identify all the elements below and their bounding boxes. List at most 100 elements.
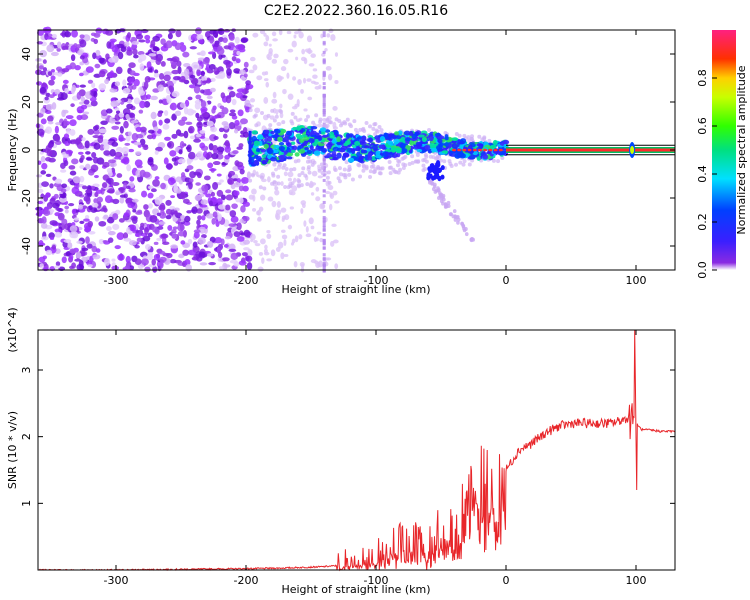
- spectrogram-cell: [322, 113, 326, 117]
- spectrogram-cell: [147, 129, 155, 134]
- spectrogram-cell: [47, 115, 54, 122]
- spectrogram-cell: [44, 96, 49, 101]
- spectrogram-cell: [342, 120, 347, 125]
- spectrogram-cell: [184, 215, 191, 223]
- spectrogram-cell: [368, 137, 374, 143]
- spectrogram-cell: [114, 245, 121, 250]
- spectrogram-cell: [69, 248, 77, 254]
- spectrogram-cell: [35, 81, 43, 86]
- spectrogram-cell: [383, 132, 388, 139]
- spectrogram-cell: [326, 170, 331, 175]
- spectrogram-cell: [332, 190, 338, 196]
- spectrogram-cell: [308, 217, 314, 225]
- spectrogram-cell: [361, 163, 366, 168]
- spectrogram-cell: [395, 163, 400, 168]
- spectrogram-cell: [245, 255, 253, 262]
- spectrogram-cell: [469, 237, 474, 242]
- spectrogram-cell: [207, 51, 215, 55]
- spectrogram-cell: [387, 136, 393, 141]
- spectrogram-cell: [56, 47, 61, 52]
- spectrogram-cell: [472, 148, 477, 152]
- spectrogram-cell: [290, 121, 295, 126]
- spectrogram-cell: [452, 148, 456, 152]
- spectrogram-cell: [322, 215, 326, 219]
- spectrogram-cell: [287, 93, 294, 100]
- spectrogram-cell: [410, 154, 415, 159]
- spectrogram-cell: [99, 144, 105, 151]
- spectrogram-cell: [290, 141, 296, 145]
- spectrogram-cell: [61, 68, 70, 73]
- spectrogram-cell: [344, 140, 351, 145]
- spectrogram-cell: [379, 136, 386, 142]
- spectrogram-cell: [322, 108, 326, 112]
- spectrogram-cell: [322, 31, 326, 35]
- spectrogram-cell: [416, 143, 422, 149]
- spectrogram-cell: [164, 118, 171, 124]
- spectrogram-cell: [400, 143, 406, 149]
- spectrogram-cell: [376, 166, 381, 171]
- spectrogram-cell: [178, 149, 183, 155]
- spectrogram-cell: [49, 220, 58, 226]
- spectrogram-cell: [289, 167, 294, 172]
- spectrogram-cell: [128, 240, 137, 246]
- spectrogram-cell: [154, 69, 159, 74]
- spectrogram-cell: [188, 151, 196, 160]
- spectrogram-cell: [189, 46, 197, 50]
- spectrogram-cell: [320, 203, 325, 209]
- spectrogram-cell: [322, 162, 326, 166]
- spectrogram-cell: [216, 146, 225, 153]
- spectrogram-cell: [322, 264, 326, 268]
- spectrogram-cell: [401, 162, 406, 167]
- spectrogram-cell: [45, 103, 54, 111]
- spectrogram-cell: [76, 240, 83, 244]
- spectrogram-cell: [79, 165, 85, 169]
- spectrogram-cell: [217, 45, 223, 51]
- spectrogram-cell: [275, 109, 279, 116]
- spectrogram-cell: [69, 254, 74, 260]
- spectrogram-cell: [427, 166, 432, 172]
- spectrogram-cell: [212, 161, 221, 166]
- spectrogram-cell: [70, 54, 76, 62]
- spectrogram-cell: [264, 71, 269, 76]
- spectrogram-cell: [233, 129, 239, 134]
- spectrogram-cell: [280, 181, 284, 186]
- spectrogram-cell: [69, 62, 77, 70]
- spectrogram-cell: [258, 185, 263, 190]
- spectrogram-cell: [128, 148, 135, 153]
- spectrogram-cell: [131, 40, 139, 45]
- spectrogram-cell: [83, 99, 90, 105]
- spectrogram-cell: [111, 265, 120, 270]
- spectrogram-cell: [328, 28, 334, 34]
- spectrogram-cell: [37, 188, 44, 194]
- spectrogram-cell: [394, 170, 399, 175]
- spectrogram-cell: [179, 102, 186, 109]
- spectrogram-cell: [178, 132, 185, 137]
- spectrogram-cell: [430, 147, 438, 153]
- spectrogram-cell: [92, 156, 99, 164]
- spectrogram-cell: [133, 54, 139, 59]
- spectrogram-cell: [322, 70, 326, 74]
- spectrogram-cell: [395, 147, 402, 154]
- spectrogram-cell: [90, 100, 98, 107]
- spectrogram-cell: [256, 210, 260, 216]
- spectrogram-cell: [103, 143, 110, 151]
- spectrogram-cell: [446, 200, 451, 205]
- spectrogram-cell: [236, 236, 245, 242]
- spectrogram-cell: [252, 114, 257, 119]
- spectrogram-cell: [106, 216, 115, 224]
- spectrogram-cell: [388, 134, 393, 138]
- spectrogram-cell: [317, 261, 321, 267]
- spectrogram-cell: [428, 142, 435, 149]
- spectrogram-cell: [266, 113, 271, 118]
- spectrogram-cell: [50, 75, 56, 81]
- spectrogram-cell: [139, 138, 146, 146]
- spectrogram-cell: [196, 172, 202, 179]
- spectrogram-cell: [169, 104, 174, 110]
- spectrogram-cell: [79, 84, 86, 88]
- spectrogram-cell: [216, 189, 224, 197]
- spectrogram-cell: [455, 215, 459, 220]
- spectrogram-cell: [86, 243, 93, 249]
- spectrogram-cell: [93, 38, 99, 45]
- spectrogram-cell: [223, 45, 232, 50]
- snr-panel: -300 -200 -100 0 100 1 2 3 Height of straight …: [6, 307, 676, 596]
